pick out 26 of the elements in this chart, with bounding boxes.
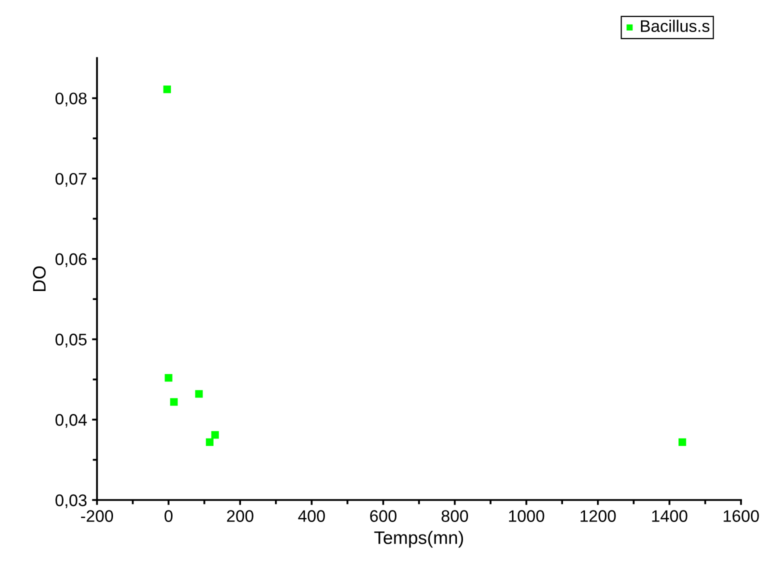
x-tick-label: -200	[81, 510, 114, 522]
y-tick-label: 0,06	[55, 253, 87, 268]
y-axis-title: DO	[32, 266, 46, 292]
x-tick-label: 1400	[652, 510, 688, 522]
y-tick-label: 0,03	[55, 494, 87, 508]
point	[170, 398, 178, 406]
y-tick-label: 0,04	[55, 414, 87, 428]
point	[206, 438, 214, 446]
x-tick-label: 600	[370, 510, 396, 522]
x-tick-label: 400	[298, 510, 325, 522]
y-tick-label: 0,07	[55, 172, 86, 187]
point	[164, 374, 172, 382]
point	[211, 431, 219, 439]
x-tick-label: 1600	[724, 510, 759, 522]
point	[678, 438, 686, 446]
x-tick-label: 800	[442, 510, 468, 522]
point	[195, 390, 203, 398]
x-tick-label: 1000	[509, 510, 544, 522]
x-tick-label: 1200	[580, 510, 616, 522]
y-tick-label: 0,08	[55, 92, 87, 106]
point	[163, 86, 171, 94]
x-tick-label: 0	[164, 510, 173, 522]
x-axis-title: Temps(mn)	[374, 530, 464, 548]
y-tick-label: 0,05	[55, 334, 87, 348]
x-tick-label: 200	[227, 510, 254, 522]
legend-label: Bacillus.s	[640, 20, 710, 32]
